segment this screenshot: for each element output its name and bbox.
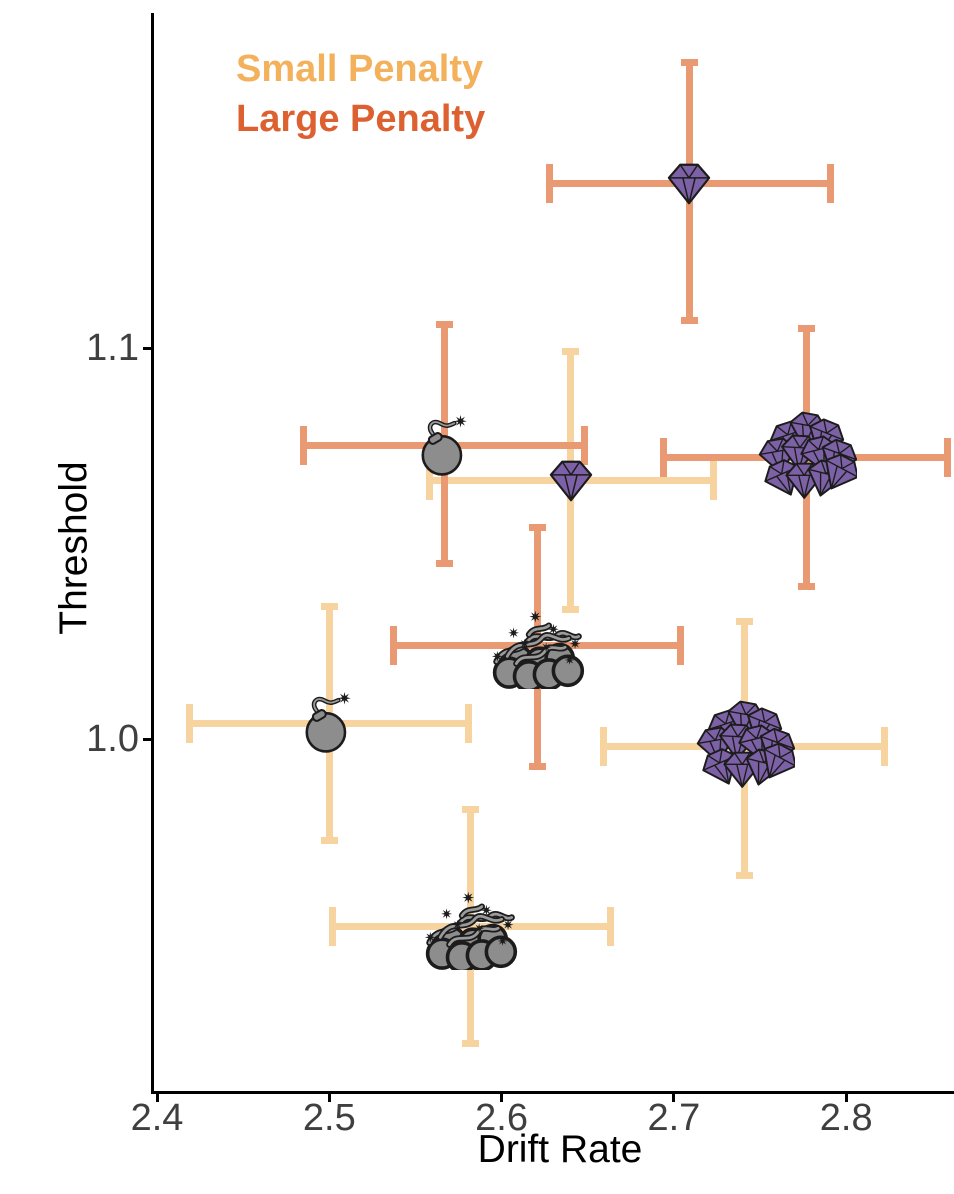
x-tick-mark bbox=[844, 1094, 848, 1102]
legend-item-small-penalty: Small Penalty bbox=[236, 48, 484, 90]
error-bar-cap-right bbox=[827, 164, 835, 204]
error-bar-vertical bbox=[467, 809, 475, 1044]
error-bar-cap-top bbox=[680, 59, 698, 67]
y-tick-label: 1.1 bbox=[86, 327, 139, 369]
error-bar-cap-top bbox=[436, 321, 454, 329]
legend-item-large-penalty: Large Penalty bbox=[236, 98, 486, 140]
gem-icon bbox=[548, 460, 594, 502]
x-tick-mark bbox=[155, 1094, 159, 1102]
x-axis-title: Drift Rate bbox=[477, 1128, 643, 1171]
x-tick-label: 2.6 bbox=[475, 1097, 528, 1139]
bomb-icon bbox=[419, 415, 471, 477]
error-bar-cap-right bbox=[710, 461, 718, 501]
error-bar-cap-right bbox=[580, 426, 588, 466]
y-tick-mark bbox=[143, 737, 151, 741]
error-bar-cap-left bbox=[660, 437, 668, 477]
error-bar-cap-left bbox=[599, 727, 607, 767]
error-bar-cap-left bbox=[299, 426, 307, 466]
error-bar-cap-left bbox=[425, 461, 433, 501]
error-bar-cap-left bbox=[546, 164, 554, 204]
error-bar-cap-left bbox=[389, 625, 397, 665]
x-axis bbox=[151, 1091, 954, 1094]
error-bar-cap-bottom bbox=[529, 762, 547, 770]
gem-pile-icon bbox=[695, 699, 795, 794]
x-tick-label: 2.4 bbox=[130, 1097, 184, 1139]
error-bar-cap-right bbox=[677, 625, 685, 665]
x-tick-label: 2.8 bbox=[819, 1097, 873, 1139]
error-bar-cap-top bbox=[320, 602, 338, 610]
error-bar-cap-bottom bbox=[680, 317, 698, 325]
error-bar-cap-bottom bbox=[798, 583, 816, 590]
bomb-icon bbox=[303, 692, 355, 754]
error-bar-cap-top bbox=[798, 324, 816, 332]
y-axis-title: Threshold bbox=[52, 461, 96, 635]
x-tick-mark bbox=[672, 1094, 676, 1102]
error-bar-cap-bottom bbox=[320, 837, 338, 845]
error-bar-cap-right bbox=[465, 703, 473, 743]
error-bar-cap-right bbox=[606, 907, 614, 947]
gem-pile-icon bbox=[757, 410, 857, 505]
error-bar-cap-bottom bbox=[462, 1040, 480, 1048]
x-tick-label: 2.7 bbox=[647, 1097, 701, 1139]
error-bar-cap-top bbox=[462, 805, 480, 813]
x-tick-mark bbox=[327, 1094, 331, 1102]
error-bar-cap-left bbox=[329, 907, 337, 947]
error-bar-cap-right bbox=[944, 437, 952, 477]
bomb-pile-icon bbox=[424, 883, 518, 970]
y-axis bbox=[151, 13, 154, 1093]
y-tick-mark bbox=[143, 346, 151, 350]
error-bar-cap-top bbox=[562, 348, 580, 356]
error-bar-cap-top bbox=[529, 524, 547, 532]
error-bar-cap-bottom bbox=[736, 872, 754, 880]
x-tick-mark bbox=[500, 1094, 504, 1102]
error-bar-cap-right bbox=[880, 727, 888, 767]
bomb-pile-icon bbox=[491, 602, 585, 689]
error-bar-cap-top bbox=[736, 618, 754, 626]
error-bar-cap-bottom bbox=[436, 559, 454, 567]
x-tick-label: 2.5 bbox=[302, 1097, 356, 1139]
gem-icon bbox=[666, 163, 712, 205]
error-bar-cap-bottom bbox=[562, 606, 580, 614]
error-bar-cap-left bbox=[186, 703, 194, 743]
y-tick-label: 1.0 bbox=[86, 718, 139, 760]
